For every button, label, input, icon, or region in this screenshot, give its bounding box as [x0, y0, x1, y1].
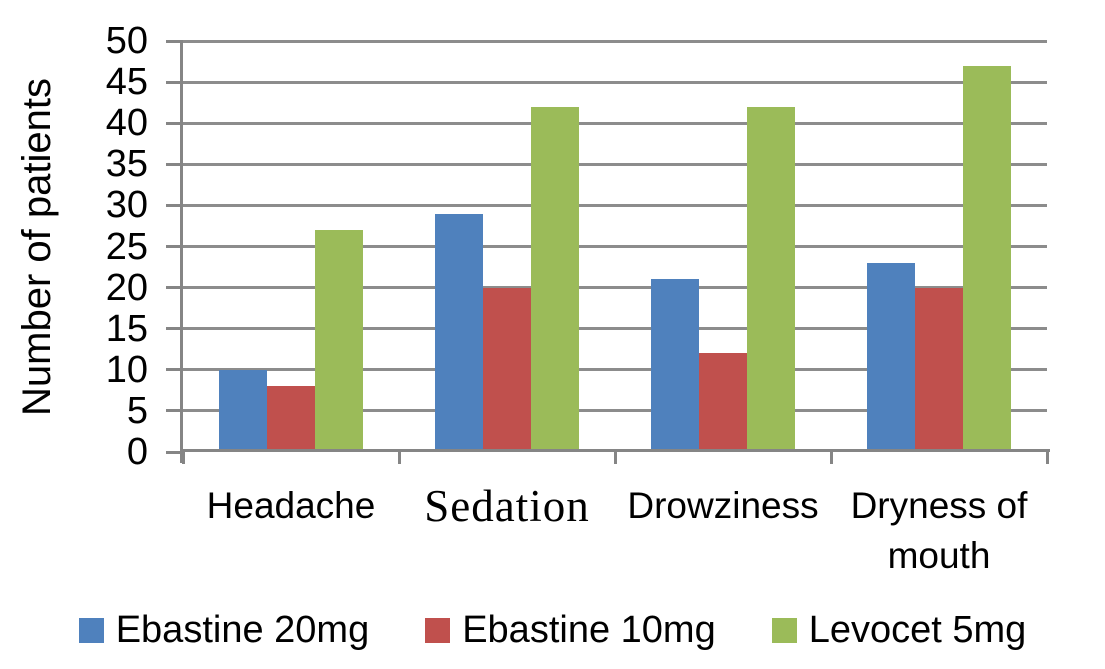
gridline-20	[183, 286, 1047, 290]
x-axis-category-labels: Headache Sedation Drowziness Dryness of …	[183, 481, 1047, 581]
y-tick-mark-15	[166, 327, 183, 331]
legend: Ebastine 20mg Ebastine 10mg Levocet 5mg	[0, 604, 1105, 656]
y-tick-mark-25	[166, 245, 183, 248]
y-tick-label-25: 25	[105, 225, 148, 268]
bar-ebastine-10mg-headache	[267, 386, 315, 452]
y-tick-mark-45	[166, 80, 183, 84]
legend-swatch-blue-icon	[78, 617, 104, 643]
bar-ebastine-20mg-drowziness	[651, 279, 699, 452]
bar-levocet-5mg-sedation	[531, 106, 579, 452]
legend-item-ebastine-20mg: Ebastine 20mg	[78, 608, 370, 652]
y-tick-label-0: 0	[126, 431, 148, 473]
y-tick-label-20: 20	[105, 266, 148, 309]
gridline-30	[183, 203, 1047, 207]
legend-swatch-green-icon	[771, 617, 797, 643]
legend-label: Levocet 5mg	[808, 608, 1027, 651]
legend-item-levocet-5mg: Levocet 5mg	[771, 608, 1027, 652]
y-tick-label-50: 50	[105, 20, 148, 62]
category-label-headache: Headache	[206, 485, 376, 526]
x-axis-line	[180, 449, 1050, 452]
x-tick-mark-0	[181, 452, 185, 464]
bar-levocet-5mg-dryness-of-mouth	[963, 65, 1011, 452]
bar-ebastine-20mg-dryness-of-mouth	[867, 262, 915, 452]
bar-ebastine-10mg-sedation	[483, 287, 531, 452]
plot-area	[166, 39, 1050, 464]
y-axis-line	[180, 41, 183, 463]
y-tick-label-5: 5	[126, 389, 148, 432]
y-tick-mark-5	[166, 409, 183, 413]
gridline-45	[183, 80, 1047, 84]
gridline-10	[183, 368, 1047, 372]
gridline-5	[183, 409, 1047, 413]
legend-label: Ebastine 20mg	[115, 608, 370, 651]
bar-ebastine-20mg-headache	[219, 369, 267, 452]
y-tick-mark-35	[166, 162, 183, 166]
y-tick-label-45: 45	[105, 61, 148, 104]
category-label-sedation: Sedation	[424, 481, 590, 531]
x-tick-mark-2	[613, 452, 617, 464]
y-tick-label-35: 35	[105, 143, 148, 186]
gridline-40	[183, 121, 1047, 125]
y-tick-mark-40	[166, 121, 183, 125]
legend-item-ebastine-10mg: Ebastine 10mg	[425, 609, 716, 652]
y-tick-mark-20	[166, 286, 183, 290]
x-tick-mark-4	[1045, 452, 1049, 464]
y-tick-label-30: 30	[105, 184, 148, 227]
legend-label: Ebastine 10mg	[462, 608, 716, 651]
gridline-50	[183, 39, 1047, 43]
gridline-25	[183, 245, 1047, 248]
bar-ebastine-10mg-dryness-of-mouth	[915, 287, 963, 452]
bar-ebastine-10mg-drowziness	[699, 353, 747, 452]
y-tick-mark-50	[166, 39, 183, 43]
x-tick-mark-1	[397, 452, 401, 464]
x-tick-mark-3	[829, 452, 833, 464]
y-tick-label-15: 15	[105, 307, 148, 350]
gridline-35	[183, 162, 1047, 166]
y-tick-mark-30	[166, 203, 183, 207]
bar-levocet-5mg-drowziness	[747, 106, 795, 452]
y-tick-mark-0	[166, 450, 183, 454]
y-tick-label-40: 40	[105, 102, 148, 145]
legend-swatch-red-icon	[425, 617, 451, 643]
category-label-dryness-of-mouth: Dryness of mouth	[850, 485, 1028, 576]
gridline-15	[183, 327, 1047, 331]
bar-ebastine-20mg-sedation	[435, 213, 483, 452]
bar-levocet-5mg-headache	[315, 230, 363, 452]
y-tick-mark-10	[166, 368, 183, 372]
category-label-drowziness: Drowziness	[627, 485, 819, 526]
y-tick-label-10: 10	[105, 348, 148, 391]
